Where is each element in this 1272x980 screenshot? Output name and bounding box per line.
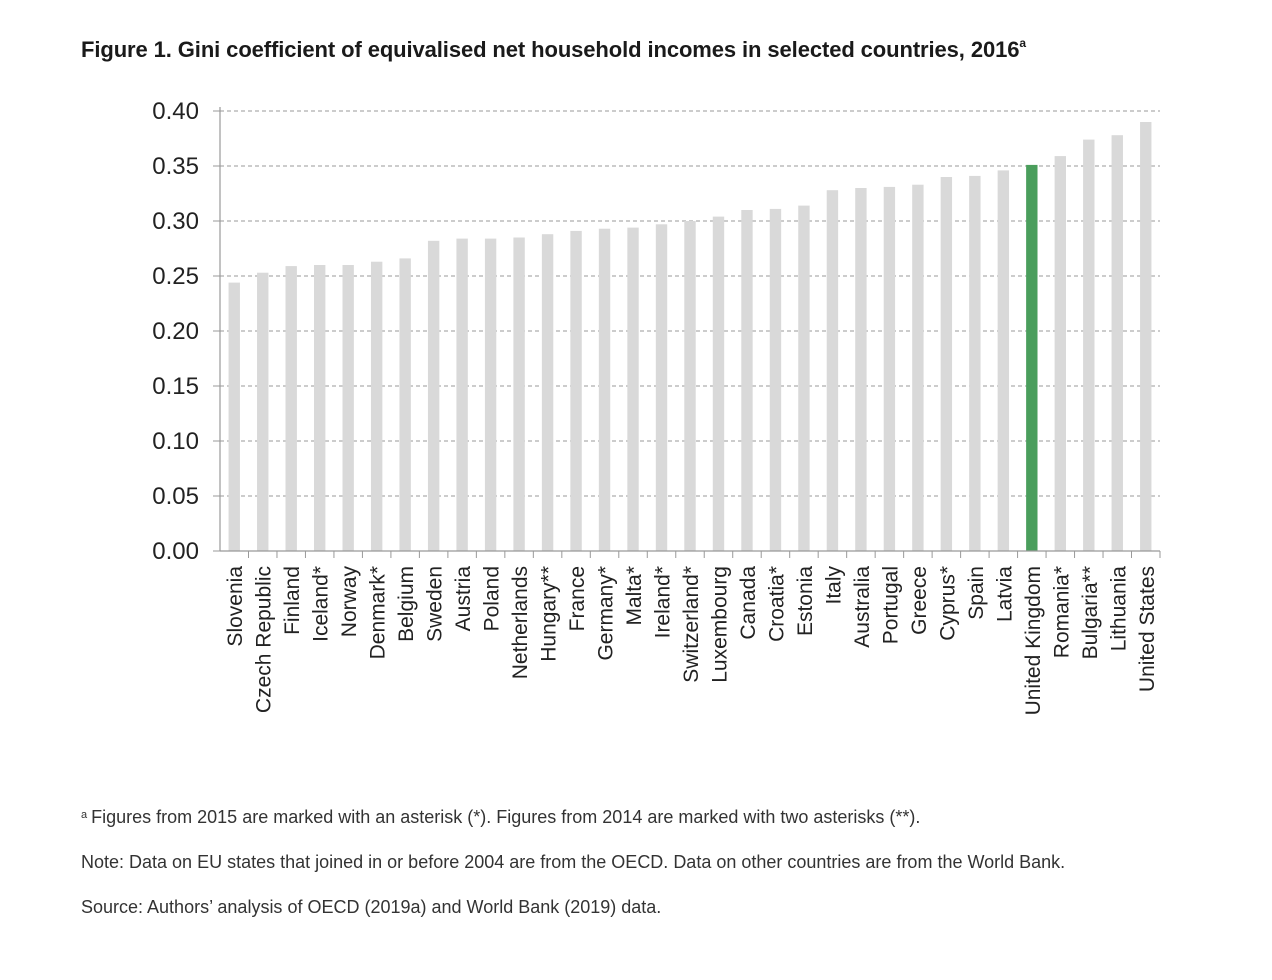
source-text: Source: Authors’ analysis of OECD (2019a… [81, 897, 662, 917]
x-tick-label: Estonia [794, 566, 817, 636]
y-tick-label: 0.00 [152, 538, 199, 565]
y-tick-label: 0.15 [152, 373, 199, 400]
bar [769, 208, 782, 551]
x-tick-label: Latvia [993, 566, 1016, 622]
bar [912, 184, 924, 551]
x-tick-label: United Kingdom [1022, 566, 1045, 715]
bar [1083, 139, 1095, 551]
x-tick-label: Malta* [623, 566, 646, 626]
bar [456, 238, 468, 551]
bar [399, 258, 411, 551]
bar [370, 261, 383, 551]
x-tick-label: Australia [851, 566, 874, 648]
chart-title-text: Figure 1. Gini coefficient of equivalise… [81, 37, 1020, 62]
x-tick-label: Slovenia [224, 566, 247, 647]
y-tick-label: 0.05 [152, 483, 199, 510]
x-tick-label: Sweden [424, 566, 447, 642]
bar [940, 177, 953, 551]
x-tick-label: Germany* [595, 566, 618, 661]
bar [570, 230, 582, 551]
x-tick-label: Czech Republic [253, 566, 276, 713]
x-tick-label: Greece [908, 566, 931, 635]
y-tick-label: 0.40 [152, 98, 199, 125]
x-tick-label: Ireland* [652, 566, 675, 638]
bar [427, 240, 440, 552]
bar [855, 188, 867, 551]
x-tick-label: Italy [822, 566, 845, 605]
x-tick-label: Bulgaria** [1079, 566, 1102, 659]
y-tick-label: 0.25 [152, 263, 199, 290]
bar [257, 272, 269, 551]
x-tick-label: Netherlands [509, 566, 532, 679]
y-tick-label: 0.20 [152, 318, 199, 345]
bar [314, 265, 326, 551]
bar-chart: 0.00 0.05 0.10 0.15 0.20 0.25 0.30 0.35 0.40 Slo… [152, 98, 1161, 716]
x-tick-label: Croatia* [765, 566, 788, 642]
x-tick-label: Switzerland* [680, 566, 703, 683]
footnote-marker: a [81, 809, 88, 821]
x-tick-label: United States [1136, 566, 1159, 692]
y-tick-label: 0.30 [152, 208, 199, 235]
chart-notes: a Figures from 2015 are marked with an as… [81, 800, 1181, 937]
y-tick-label: 0.10 [152, 428, 199, 455]
bar [285, 266, 297, 551]
note-text: Note: Data on EU states that joined in o… [81, 852, 1066, 872]
x-tick-label: Spain [965, 566, 988, 620]
x-tick-label: France [566, 566, 589, 631]
x-tick-label: Finland [281, 566, 304, 635]
bar [228, 282, 240, 551]
bars [228, 122, 1152, 552]
bar [712, 216, 725, 551]
x-tick-labels: Slovenia Czech Republic Finland Iceland* Nor… [224, 566, 1159, 716]
bar [1054, 156, 1066, 551]
x-tick-label: Luxembourg [708, 566, 731, 683]
bar [484, 238, 497, 551]
x-tick-label: Lithuania [1107, 566, 1130, 652]
bar [826, 190, 839, 551]
x-tick-label: Austria [452, 566, 475, 632]
x-tick-label: Norway [338, 566, 361, 638]
x-tick-label: Canada [737, 566, 760, 640]
bar [969, 175, 981, 551]
y-tick-label: 0.35 [152, 153, 199, 180]
footnote: a Figures from 2015 are marked with an as… [81, 800, 1181, 833]
x-tick-label: Denmark* [367, 566, 390, 659]
bar [655, 224, 668, 552]
chart-title: Figure 1. Gini coefficient of equivalise… [81, 36, 1026, 63]
bar [684, 221, 696, 551]
bar [997, 170, 1010, 551]
footnote-text: Figures from 2015 are marked with an ast… [91, 807, 921, 827]
x-tick-label: Cyprus* [936, 566, 959, 641]
axes [213, 107, 1161, 558]
x-tick-label: Hungary** [538, 566, 561, 662]
title-footnote-marker: a [1019, 36, 1026, 50]
bar [342, 265, 354, 551]
bar [1111, 135, 1123, 551]
bar [741, 210, 753, 551]
bar [598, 228, 611, 551]
bar [627, 227, 639, 551]
bar [1140, 122, 1152, 551]
bar [1026, 164, 1038, 551]
x-tick-label: Portugal [879, 566, 902, 644]
x-tick-label: Belgium [395, 566, 418, 642]
bar [541, 234, 554, 551]
x-tick-label: Poland [481, 566, 504, 631]
bar [798, 205, 810, 551]
x-tick-label: Romania* [1050, 566, 1073, 658]
y-tick-labels: 0.00 0.05 0.10 0.15 0.20 0.25 0.30 0.35 0.40 [152, 98, 199, 565]
bar [883, 186, 896, 551]
bar [513, 237, 525, 551]
x-tick-label: Iceland* [310, 566, 333, 642]
